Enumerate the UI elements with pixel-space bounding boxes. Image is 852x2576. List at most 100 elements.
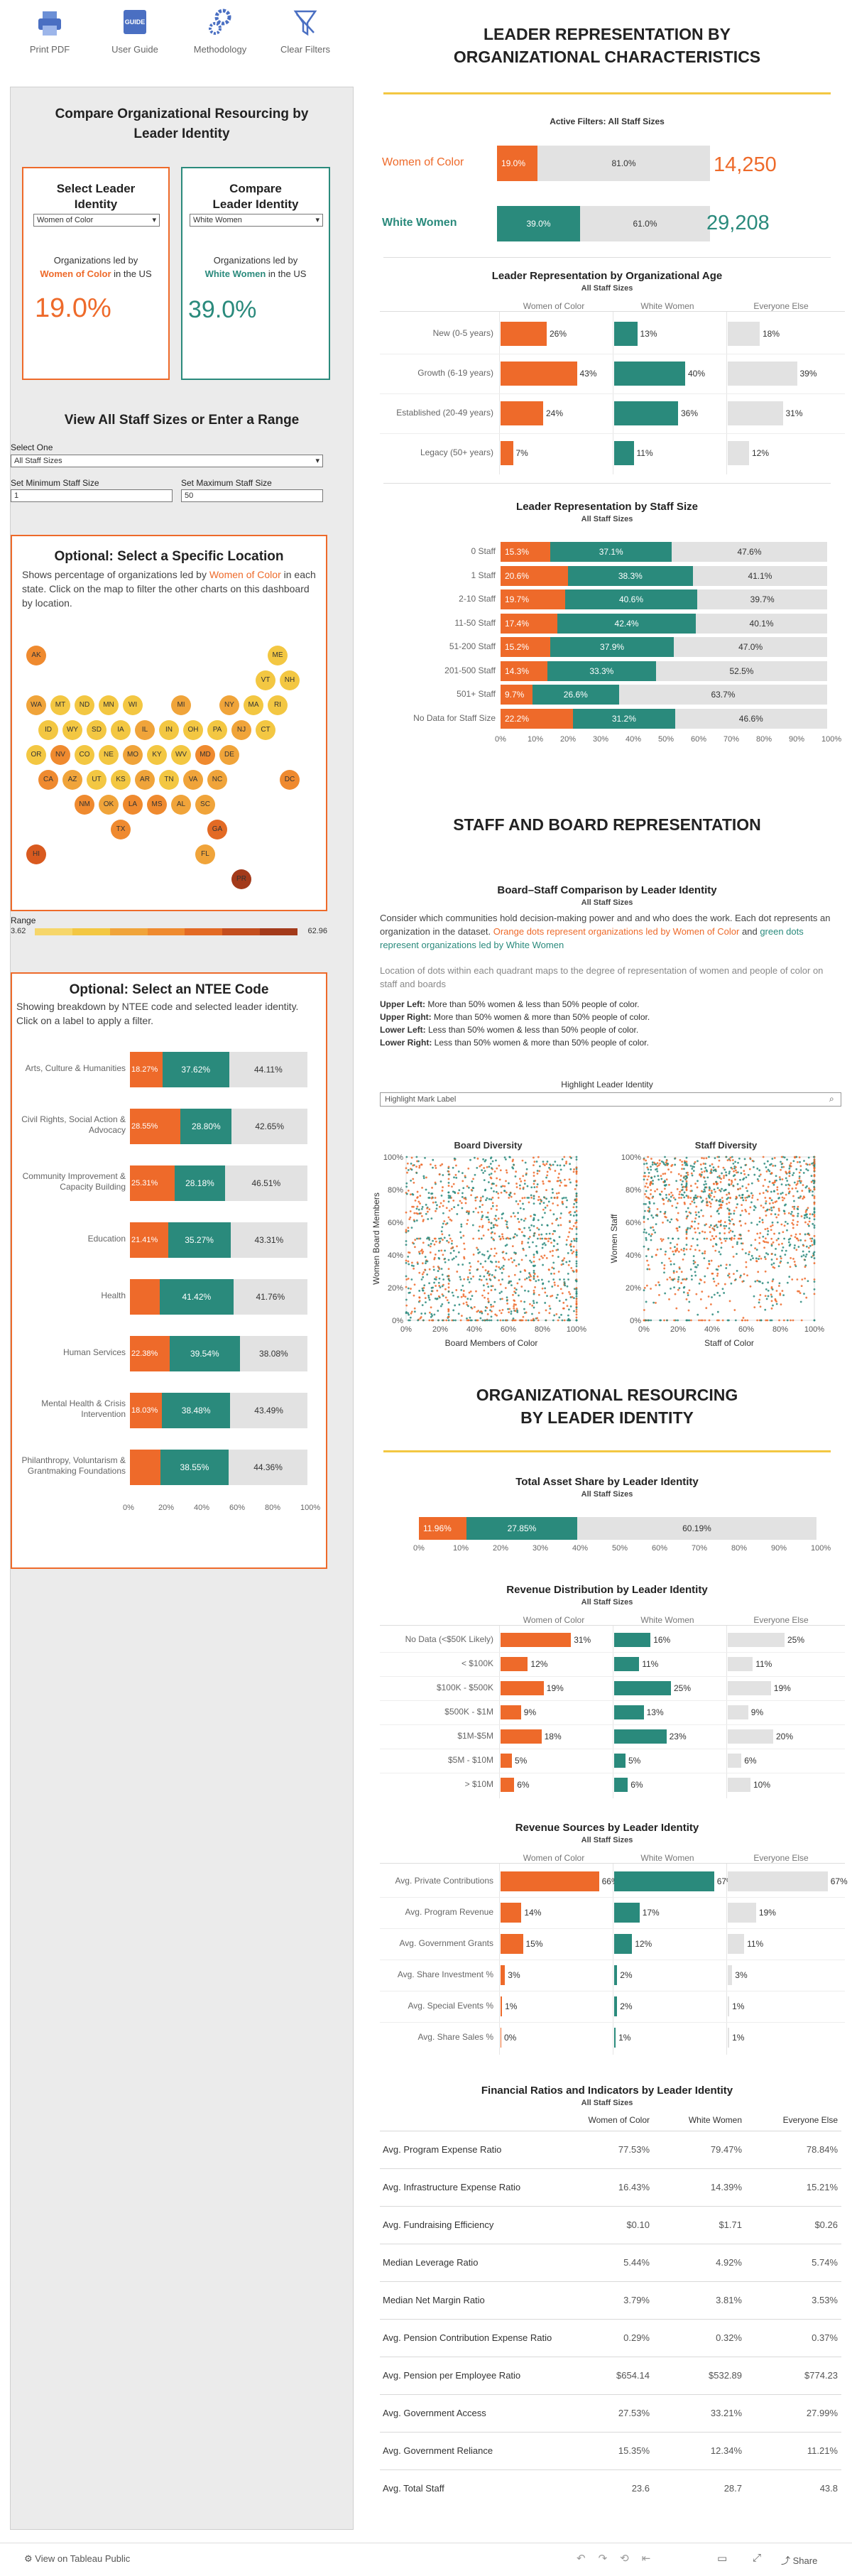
state-hex-nd[interactable]: ND <box>75 695 94 715</box>
state-hex-or[interactable]: OR <box>26 745 46 765</box>
age-row-label-2[interactable]: Established (20-49 years) <box>376 408 493 418</box>
ntee-bar-4[interactable]: 41.42% 41.76% <box>130 1279 307 1315</box>
state-hex-ma[interactable]: MA <box>244 695 263 715</box>
rev-bar-o[interactable] <box>501 1729 542 1744</box>
search-icon[interactable]: ⌕ <box>829 1094 834 1104</box>
staff-bar-1[interactable]: 20.6% 38.3% 41.1% <box>501 566 827 586</box>
rev-row-label-6[interactable]: > $10M <box>376 1779 493 1789</box>
rev-bar-o[interactable] <box>501 1754 512 1768</box>
src-bar-g[interactable] <box>614 2028 616 2048</box>
state-hex-in[interactable]: IN <box>159 720 179 740</box>
staff-row-label-1[interactable]: 1 Staff <box>376 570 496 580</box>
rev-bar-e[interactable] <box>728 1705 748 1719</box>
staff-row-label-7[interactable]: No Data for Staff Size <box>376 713 496 723</box>
state-hex-ga[interactable]: GA <box>207 820 227 839</box>
src-bar-g[interactable] <box>614 1996 617 2016</box>
rev-bar-o[interactable] <box>501 1633 571 1647</box>
src-row-label-3[interactable]: Avg. Share Investment % <box>376 1969 493 1979</box>
src-bar-o[interactable] <box>501 1996 502 2016</box>
state-hex-il[interactable]: IL <box>135 720 155 740</box>
ntee-bar-2[interactable]: 25.31% 28.18% 46.51% <box>130 1165 307 1201</box>
state-hex-ar[interactable]: AR <box>135 770 155 790</box>
state-hex-ia[interactable]: IA <box>111 720 131 740</box>
state-hex-ny[interactable]: NY <box>219 695 239 715</box>
age-row-label-1[interactable]: Growth (6-19 years) <box>376 368 493 378</box>
src-bar-o[interactable] <box>501 1903 521 1923</box>
src-bar-o[interactable] <box>501 1871 599 1891</box>
src-bar-e[interactable] <box>728 1996 729 2016</box>
ntee-bar-7[interactable]: 38.55% 44.36% <box>130 1450 307 1485</box>
src-bar-g[interactable] <box>614 1965 617 1985</box>
rev-bar-o[interactable] <box>501 1681 544 1695</box>
user-guide-button[interactable]: GUIDE User Guide <box>89 7 181 55</box>
state-hex-va[interactable]: VA <box>183 770 203 790</box>
src-row-label-4[interactable]: Avg. Special Events % <box>376 2001 493 2011</box>
state-hex-ak[interactable]: AK <box>26 646 46 665</box>
staff-bar-2[interactable]: 19.7% 40.6% 39.7% <box>501 589 827 609</box>
rev-bar-g[interactable] <box>614 1754 626 1768</box>
undo-redo-controls[interactable]: ↶↷⟲⇤ <box>577 2552 663 2565</box>
age-bar-g[interactable] <box>614 322 638 346</box>
state-hex-fl[interactable]: FL <box>195 844 215 864</box>
state-hex-hi[interactable]: HI <box>26 844 46 864</box>
fullscreen-icon[interactable]: ⤢ <box>753 2552 761 2564</box>
age-bar-e[interactable] <box>728 322 760 346</box>
state-hex-nm[interactable]: NM <box>75 795 94 815</box>
rev-bar-g[interactable] <box>614 1778 628 1792</box>
state-hex-wy[interactable]: WY <box>62 720 82 740</box>
print-pdf-button[interactable]: Print PDF <box>4 7 96 55</box>
state-hex-map[interactable]: AK ME VT NH WA MT ND MN WI MI NY MA RI ID WY SD IA IL IN OH… <box>16 636 322 898</box>
ntee-bar-1[interactable]: 28.55% 28.80% 42.65% <box>130 1109 307 1144</box>
state-hex-oh[interactable]: OH <box>183 720 203 740</box>
state-hex-ca[interactable]: CA <box>38 770 58 790</box>
select-leader-dropdown[interactable]: Women of Color <box>33 214 160 227</box>
ntee-label-7[interactable]: Philanthropy, Voluntarism & Grantmaking F… <box>12 1455 126 1477</box>
board-scatter[interactable]: 0%0%20%20%40%40%60%60%80%80%100%100%Wome… <box>369 1151 607 1354</box>
state-hex-pa[interactable]: PA <box>207 720 227 740</box>
rev-row-label-0[interactable]: No Data (<$50K Likely) <box>376 1634 493 1644</box>
state-hex-nh[interactable]: NH <box>280 670 300 690</box>
src-bar-e[interactable] <box>728 1903 756 1923</box>
src-bar-e[interactable] <box>728 1871 828 1891</box>
ntee-bar-5[interactable]: 22.38% 39.54% 38.08% <box>130 1336 307 1371</box>
age-row-label-0[interactable]: New (0-5 years) <box>376 328 493 338</box>
age-bar-o[interactable] <box>501 441 513 465</box>
src-bar-o[interactable] <box>501 1934 523 1954</box>
age-bar-e[interactable] <box>728 362 797 386</box>
rev-bar-e[interactable] <box>728 1778 750 1792</box>
state-hex-dc[interactable]: DC <box>280 770 300 790</box>
highlight-input[interactable]: Highlight Mark Label <box>380 1092 841 1107</box>
state-hex-mn[interactable]: MN <box>99 695 119 715</box>
rev-row-label-5[interactable]: $5M - $10M <box>376 1755 493 1765</box>
state-hex-la[interactable]: LA <box>123 795 143 815</box>
rev-bar-o[interactable] <box>501 1657 528 1671</box>
src-bar-e[interactable] <box>728 2028 729 2048</box>
state-hex-pr[interactable]: PR <box>231 869 251 889</box>
share-button[interactable]: ⤴ Share <box>781 2553 817 2567</box>
staff-bar-7[interactable]: 22.2% 31.2% 46.6% <box>501 709 827 729</box>
staff-row-label-2[interactable]: 2-10 Staff <box>376 594 496 604</box>
rev-row-label-4[interactable]: $1M-$5M <box>376 1731 493 1741</box>
rev-bar-e[interactable] <box>728 1657 753 1671</box>
ntee-bar-3[interactable]: 21.41% 35.27% 43.31% <box>130 1222 307 1258</box>
src-bar-g[interactable] <box>614 1903 640 1923</box>
staff-bar-4[interactable]: 15.2% 37.9% 47.0% <box>501 637 827 657</box>
src-bar-e[interactable] <box>728 1934 744 1954</box>
state-hex-mi[interactable]: MI <box>171 695 191 715</box>
rev-bar-g[interactable] <box>614 1633 650 1647</box>
state-hex-ne[interactable]: NE <box>99 745 119 765</box>
state-hex-ok[interactable]: OK <box>99 795 119 815</box>
state-hex-sd[interactable]: SD <box>87 720 106 740</box>
state-hex-ks[interactable]: KS <box>111 770 131 790</box>
staff-scatter[interactable]: 0%0%20%20%40%40%60%60%80%80%100%100%Wome… <box>607 1151 845 1354</box>
state-hex-nj[interactable]: NJ <box>231 720 251 740</box>
age-bar-o[interactable] <box>501 401 543 425</box>
staff-size-dropdown[interactable]: All Staff Sizes <box>11 455 323 467</box>
age-bar-e[interactable] <box>728 441 749 465</box>
src-bar-o[interactable] <box>501 1965 505 1985</box>
rev-bar-g[interactable] <box>614 1729 667 1744</box>
age-bar-g[interactable] <box>614 362 685 386</box>
staff-row-label-6[interactable]: 501+ Staff <box>376 689 496 699</box>
comment-icon[interactable]: ▭ <box>717 2552 727 2565</box>
staff-bar-0[interactable]: 15.3% 37.1% 47.6% <box>501 542 827 562</box>
